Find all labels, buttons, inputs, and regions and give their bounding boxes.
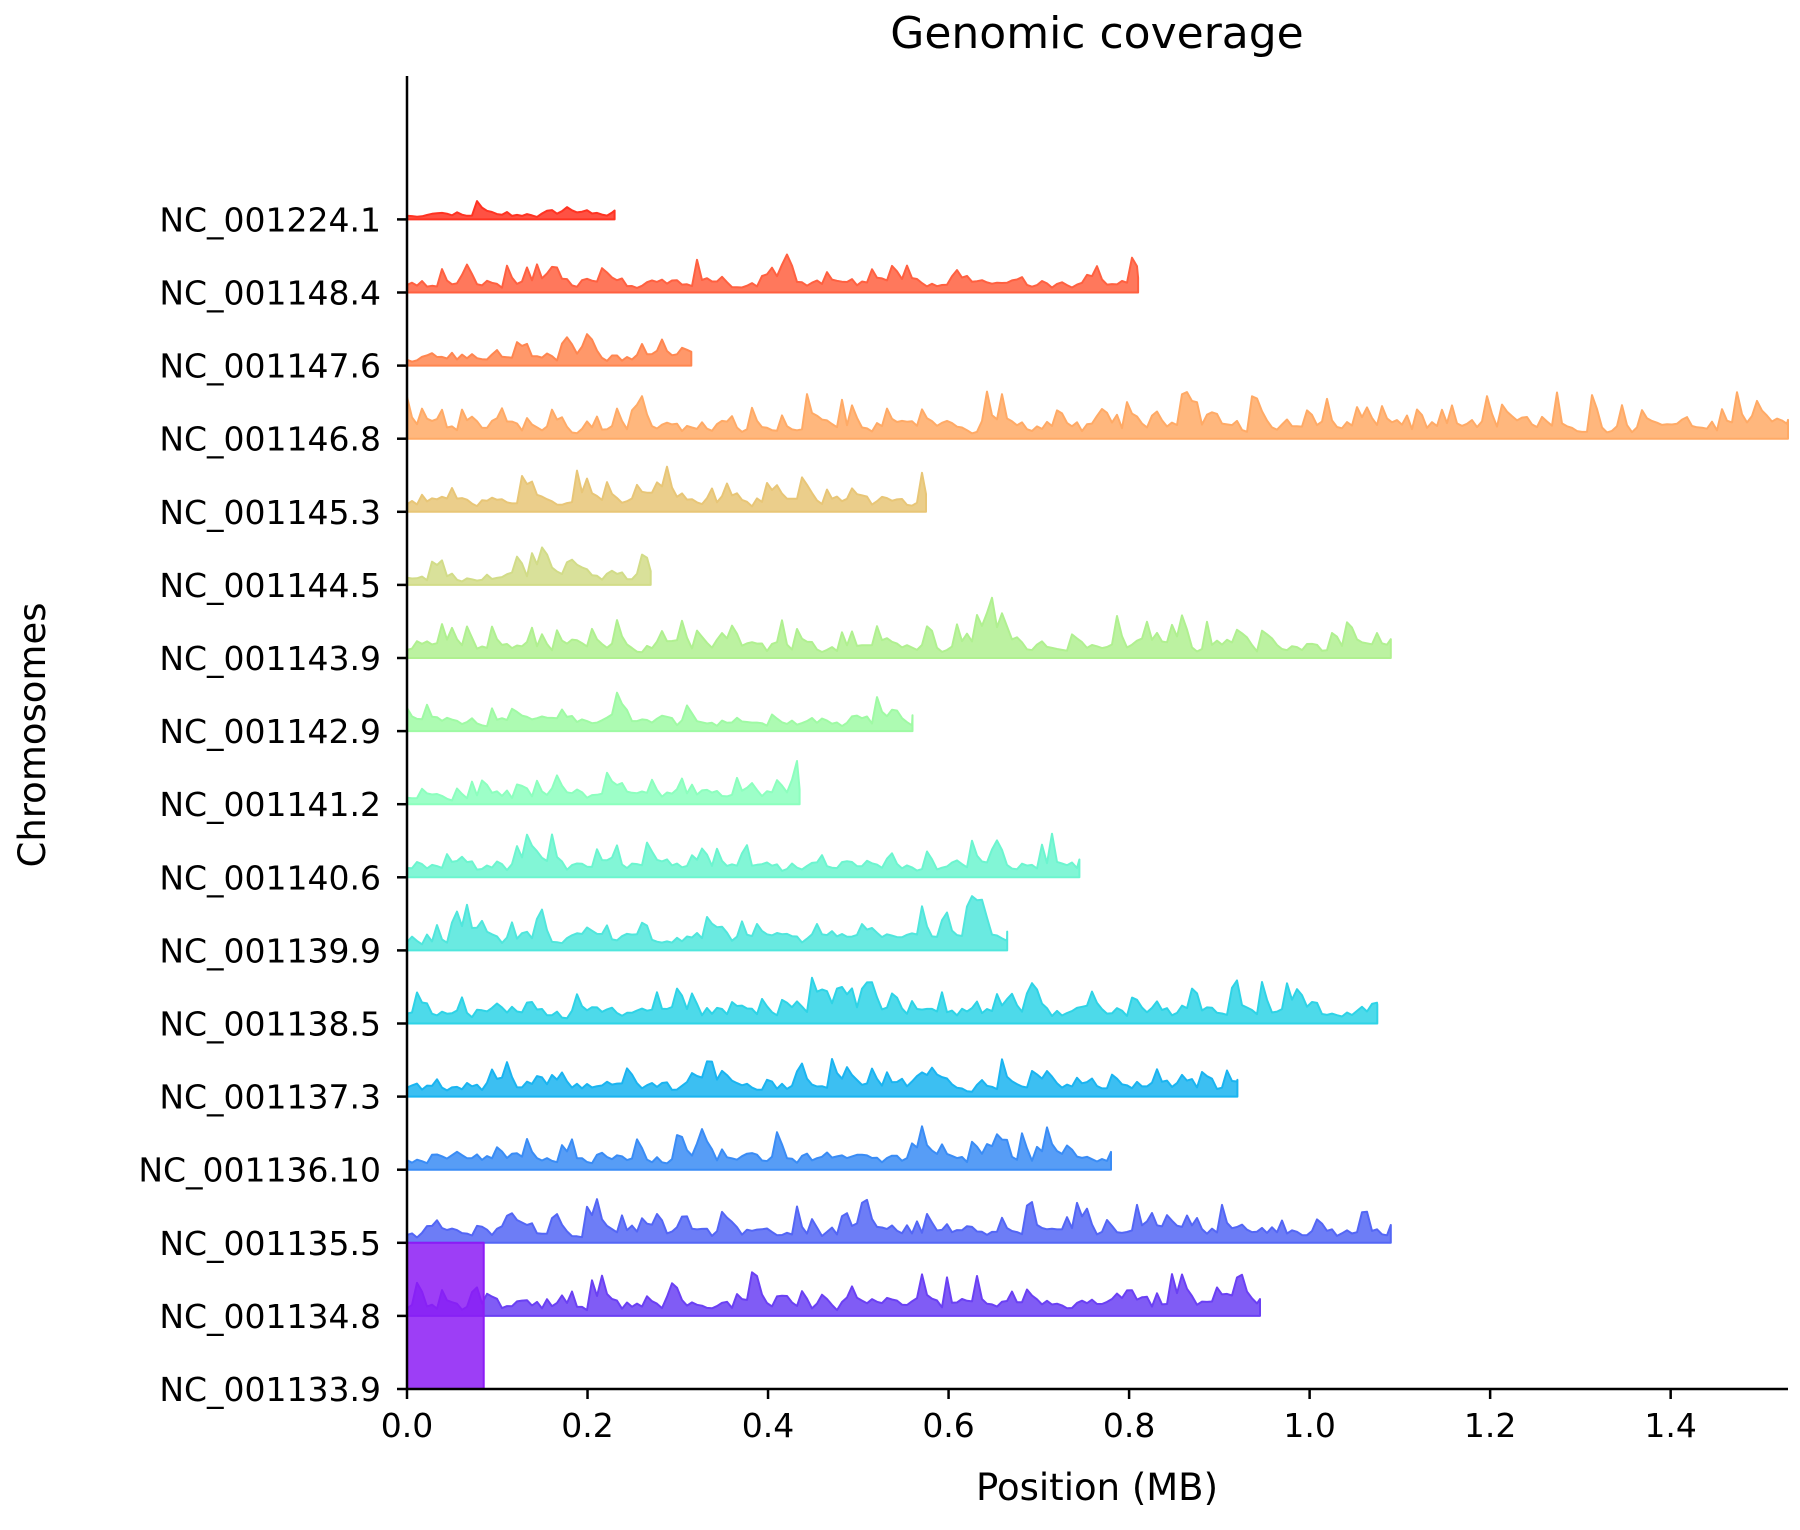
y-tick-label: NC_001146.8 bbox=[159, 420, 381, 459]
x-tick-label: 0.0 bbox=[381, 1406, 433, 1445]
y-tick-label: NC_001136.10 bbox=[138, 1151, 381, 1190]
x-tick-label: 0.8 bbox=[1103, 1406, 1155, 1445]
y-tick-label: NC_001134.8 bbox=[159, 1297, 381, 1336]
x-tick-label: 1.4 bbox=[1644, 1406, 1696, 1445]
coverage-area bbox=[406, 895, 1009, 952]
coverage-area bbox=[406, 596, 1392, 659]
coverage-area bbox=[406, 1271, 1261, 1317]
y-tick-label: NC_001143.9 bbox=[159, 639, 381, 678]
y-tick-label: NC_001135.5 bbox=[159, 1224, 381, 1263]
coverage-area bbox=[406, 691, 914, 733]
coverage-area bbox=[406, 200, 616, 221]
coverage-area bbox=[406, 1241, 485, 1390]
y-axis-label: Chromosomes bbox=[11, 603, 54, 868]
x-tick-label: 1.2 bbox=[1464, 1406, 1516, 1445]
x-tick-label: 1.0 bbox=[1283, 1406, 1335, 1445]
y-tick-label: NC_001140.6 bbox=[159, 858, 381, 897]
coverage-area bbox=[406, 1198, 1392, 1244]
y-tick-label: NC_001133.9 bbox=[159, 1370, 381, 1409]
coverage-area bbox=[406, 465, 927, 513]
coverage-area bbox=[406, 546, 652, 586]
coverage-area bbox=[406, 760, 801, 806]
x-tick-label: 0.2 bbox=[561, 1406, 613, 1445]
y-tick-label: NC_001138.5 bbox=[159, 1005, 381, 1044]
x-tick-label: 0.6 bbox=[922, 1406, 974, 1445]
coverage-area bbox=[406, 333, 693, 367]
y-tick-label: NC_001148.4 bbox=[159, 274, 381, 313]
x-tick-label: 0.4 bbox=[742, 1406, 794, 1445]
y-axis-ticks: NC_001224.1 NC_001148.4 NC_001147.6 NC_0011… bbox=[138, 200, 407, 1409]
coverage-area bbox=[406, 1125, 1112, 1171]
coverage-tracks bbox=[406, 200, 1789, 1390]
y-tick-label: NC_001144.5 bbox=[159, 566, 381, 605]
y-tick-label: NC_001224.1 bbox=[159, 200, 381, 239]
chart-title: Genomic coverage bbox=[890, 8, 1304, 59]
coverage-area bbox=[406, 976, 1379, 1025]
y-tick-label: NC_001142.9 bbox=[159, 712, 381, 751]
x-axis-label: Position (MB) bbox=[976, 1466, 1218, 1509]
coverage-area bbox=[406, 390, 1789, 440]
y-tick-label: NC_001147.6 bbox=[159, 347, 381, 386]
y-tick-label: NC_001137.3 bbox=[159, 1078, 381, 1117]
coverage-area bbox=[406, 1058, 1239, 1098]
x-axis-ticks: 0.0 0.2 0.4 0.6 0.8 1.0 1.2 1.4 bbox=[381, 1389, 1697, 1445]
y-tick-label: NC_001145.3 bbox=[159, 493, 381, 532]
y-tick-label: NC_001139.9 bbox=[159, 931, 381, 970]
coverage-area bbox=[406, 253, 1140, 294]
coverage-area bbox=[406, 832, 1081, 879]
y-tick-label: NC_001141.2 bbox=[159, 785, 381, 824]
